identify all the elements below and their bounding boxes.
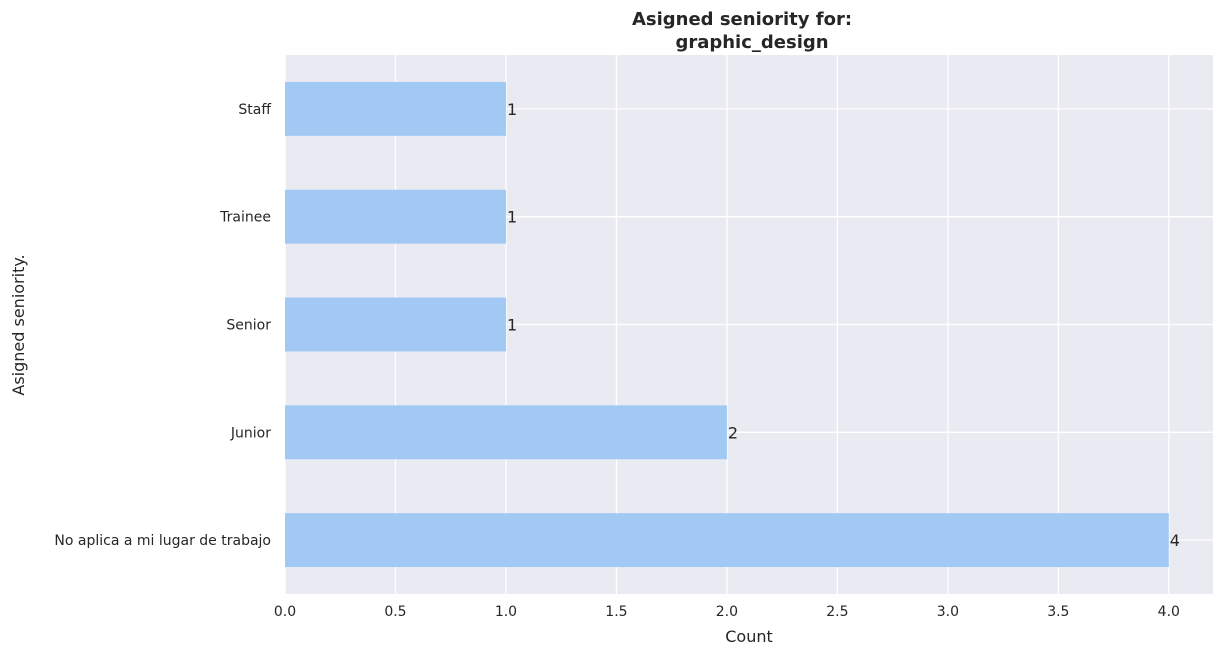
y-tick-label: Senior bbox=[226, 318, 271, 334]
bar-value-label: 4 bbox=[1170, 531, 1180, 550]
bar-junior bbox=[285, 405, 727, 459]
x-tick-label: 3.0 bbox=[937, 604, 959, 620]
bar-trainee bbox=[285, 190, 506, 244]
y-tick-label: Junior bbox=[230, 425, 271, 441]
x-tick-label: 2.0 bbox=[716, 604, 738, 620]
y-tick-label: No aplica a mi lugar de trabajo bbox=[54, 533, 271, 549]
bar-value-label: 1 bbox=[507, 100, 517, 119]
x-tick-label: 0.0 bbox=[274, 604, 296, 620]
x-tick-label: 1.0 bbox=[495, 604, 517, 620]
y-tick-label: Trainee bbox=[219, 210, 271, 226]
bar-senior bbox=[285, 298, 506, 352]
bar-value-label: 2 bbox=[728, 423, 738, 442]
y-tick-labels: No aplica a mi lugar de trabajo Junior Sen… bbox=[54, 102, 271, 549]
x-tick-label: 4.0 bbox=[1158, 604, 1180, 620]
x-tick-label: 0.5 bbox=[384, 604, 406, 620]
bar-value-label: 1 bbox=[507, 316, 517, 335]
x-tick-label: 2.5 bbox=[826, 604, 848, 620]
bar-no-aplica-a-mi-lugar-de-trabajo bbox=[285, 513, 1169, 567]
x-tick-labels: 0.0 0.5 1.0 1.5 2.0 2.5 3.0 3.5 4.0 bbox=[274, 604, 1180, 620]
bar-value-label: 1 bbox=[507, 208, 517, 227]
chart-title-line-1: Asigned seniority for: bbox=[632, 9, 852, 30]
y-axis-label: Asigned seniority. bbox=[9, 254, 28, 395]
x-axis-label: Count bbox=[725, 627, 773, 646]
bar-staff bbox=[285, 82, 506, 136]
x-tick-label: 3.5 bbox=[1047, 604, 1069, 620]
x-tick-label: 1.5 bbox=[605, 604, 627, 620]
chart-title-line-2: graphic_design bbox=[675, 32, 828, 53]
y-tick-label: Staff bbox=[238, 102, 271, 118]
